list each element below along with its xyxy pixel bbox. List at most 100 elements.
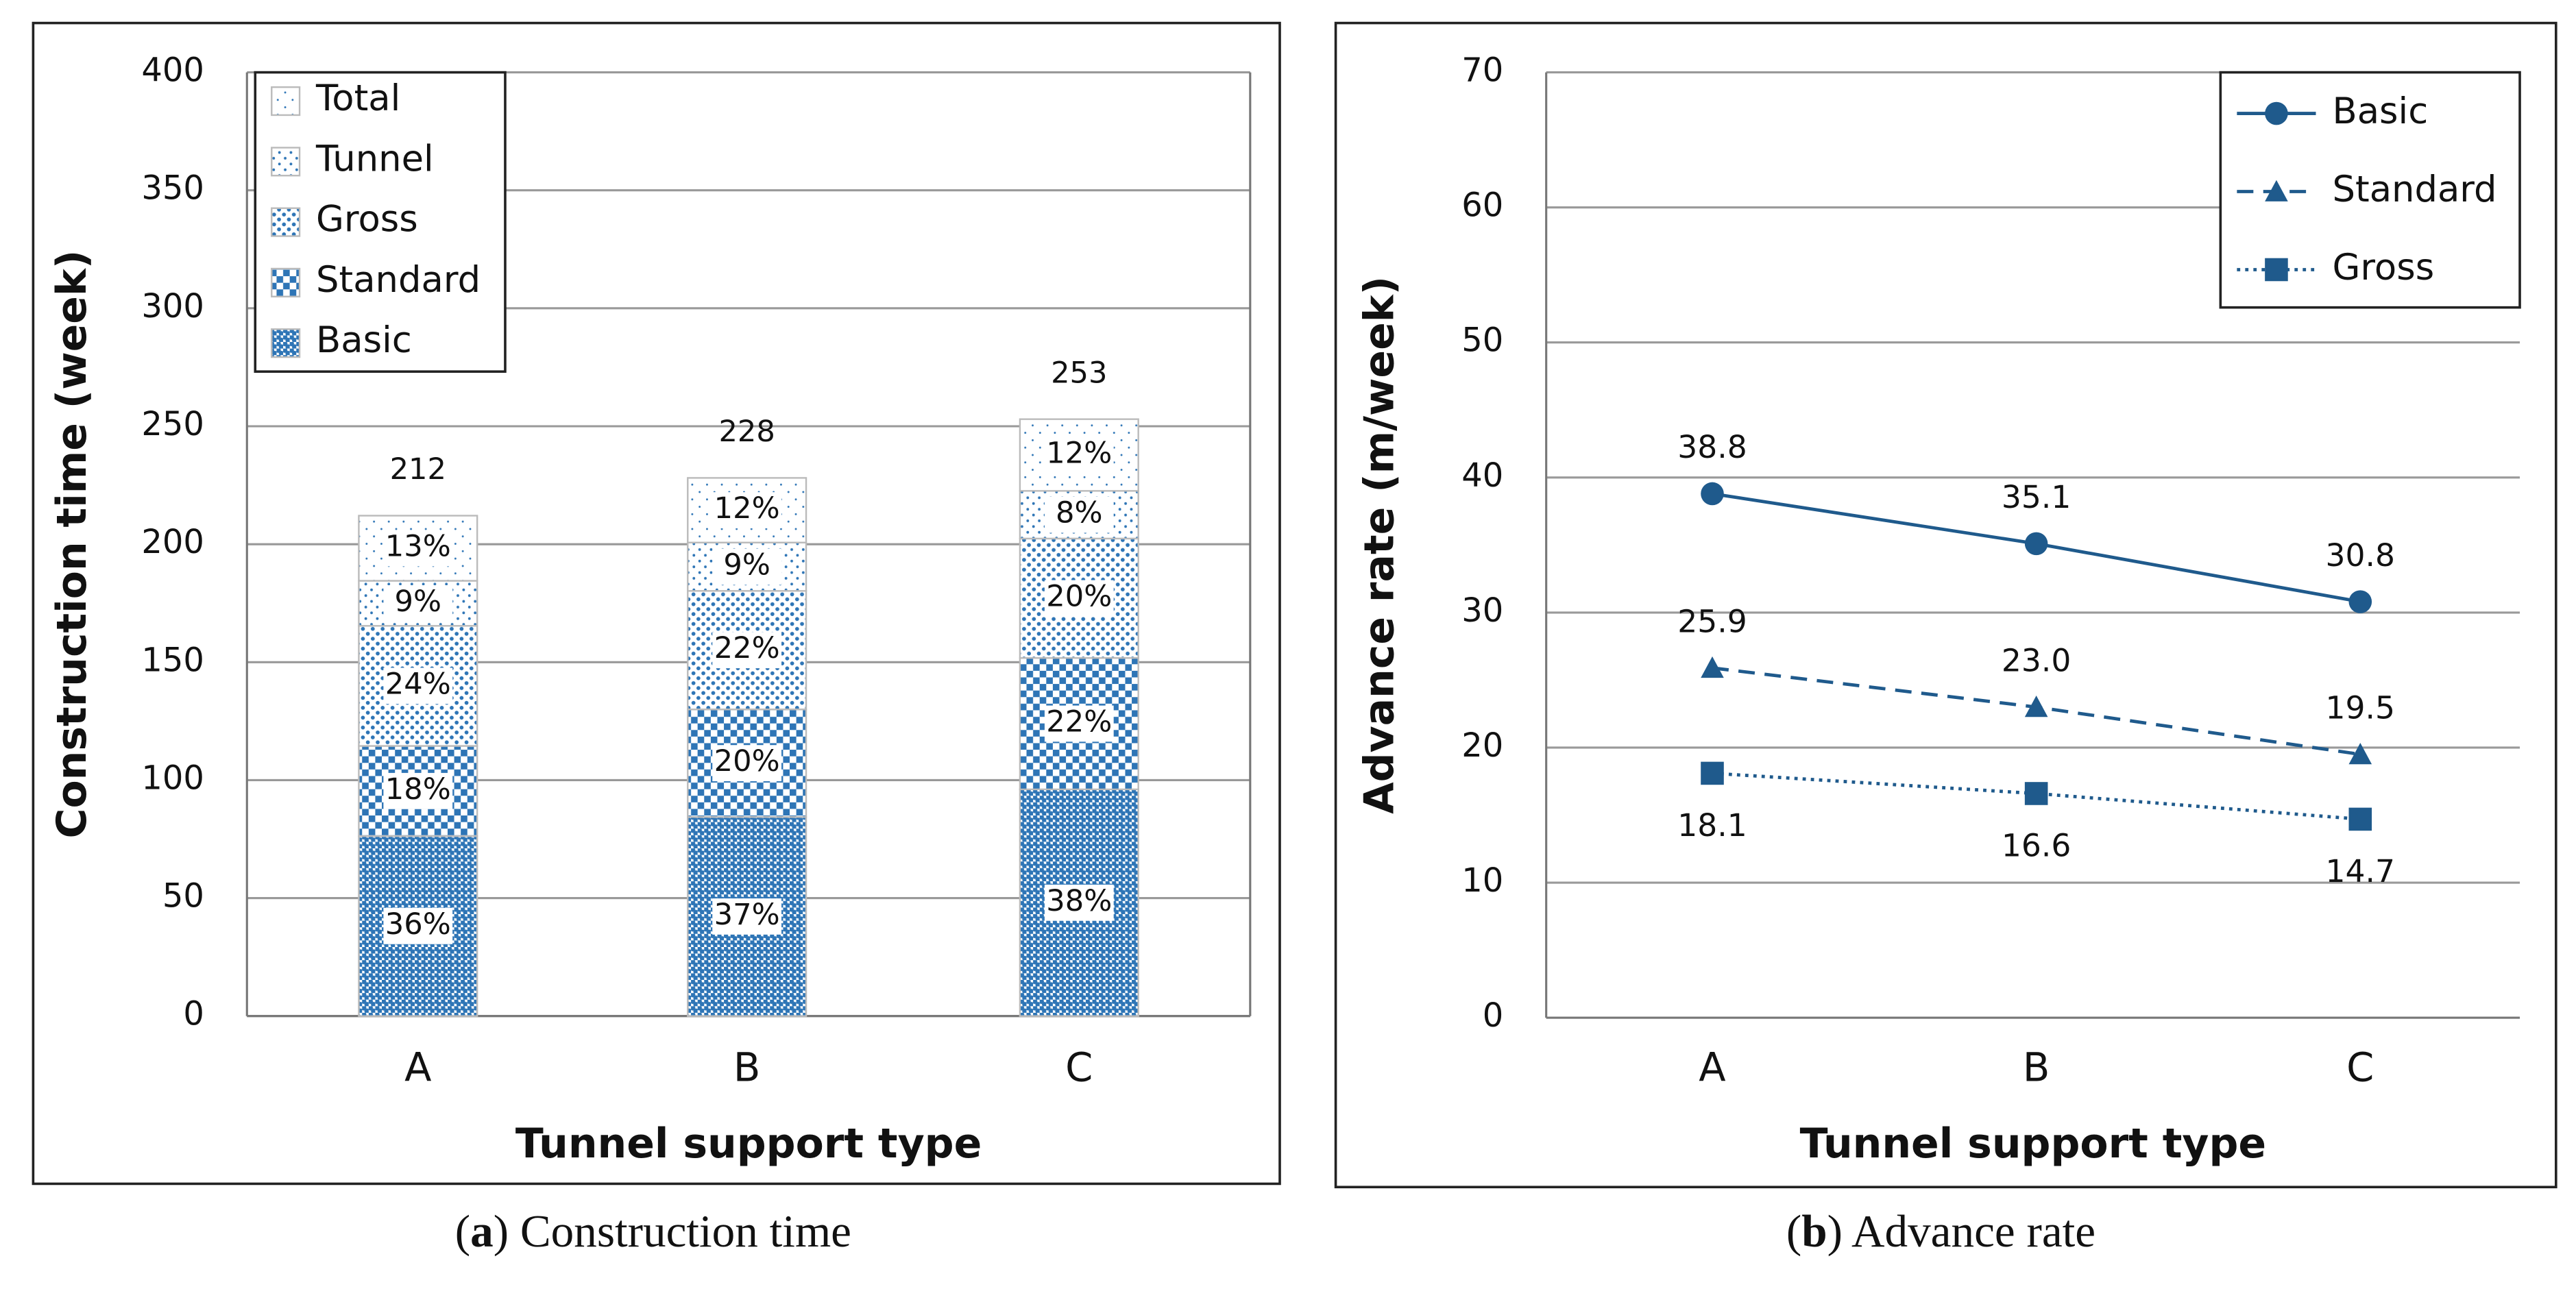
caption: (b) Advance rate — [1786, 1206, 2095, 1257]
legend-label: Standard — [316, 259, 481, 301]
data-label: 18.1 — [1677, 807, 1747, 844]
y-tick-label: 20 — [1461, 726, 1503, 765]
label-bg — [712, 632, 782, 669]
caption-part: b — [1801, 1206, 1827, 1257]
marker — [2348, 590, 2372, 613]
caption-part: ) Construction time — [494, 1206, 851, 1257]
caption-part: ( — [455, 1206, 470, 1257]
x-tick-label: C — [2346, 1045, 2374, 1091]
legend-label: Basic — [316, 319, 412, 361]
label-bg — [383, 772, 453, 809]
data-label: 20% — [714, 744, 780, 778]
label-bg — [1044, 580, 1114, 617]
data-label: 30.8 — [2326, 537, 2395, 574]
marker — [2024, 782, 2048, 805]
legend-swatch — [271, 267, 301, 298]
data-label: 12% — [714, 491, 780, 526]
y-tick-label: 60 — [1461, 186, 1503, 225]
y-tick-label: 70 — [1461, 51, 1503, 90]
data-label: 36% — [385, 907, 451, 942]
x-tick-label: B — [2023, 1045, 2050, 1091]
marker — [2348, 807, 2372, 831]
marker — [2348, 743, 2372, 765]
data-label: 12% — [1046, 437, 1112, 471]
y-tick-label: 50 — [162, 877, 204, 916]
y-tick-label: 50 — [1461, 321, 1503, 360]
y-axis-title: Construction time (week) — [48, 250, 96, 839]
data-label: 25.9 — [1677, 603, 1747, 639]
data-label: 38.8 — [1677, 429, 1747, 465]
y-axis-title: Advance rate (m/week) — [1355, 276, 1403, 814]
caption-part: ( — [1786, 1206, 1801, 1257]
data-label: 16.6 — [2002, 828, 2071, 864]
series-line — [1712, 772, 2361, 821]
total-label: 228 — [718, 415, 775, 449]
x-axis-title: Tunnel support type — [515, 1120, 982, 1168]
data-label: 35.1 — [2002, 479, 2071, 515]
label-bg — [1044, 705, 1114, 742]
legend-label: Tunnel — [315, 138, 434, 180]
marker — [1701, 482, 1724, 506]
y-tick-label: 30 — [1461, 591, 1503, 630]
label-bg — [712, 898, 782, 935]
label-bg — [1044, 437, 1114, 474]
x-tick-label: C — [1065, 1045, 1093, 1091]
marker — [1701, 761, 1724, 785]
y-tick-label: 40 — [1461, 456, 1503, 495]
total-label: 212 — [390, 452, 446, 487]
marker — [2265, 101, 2288, 125]
legend-label: Standard — [2333, 169, 2497, 210]
label-bg — [383, 530, 453, 567]
data-label: 13% — [385, 529, 451, 563]
total-label: 253 — [1051, 356, 1107, 390]
data-label: 22% — [1046, 704, 1112, 739]
y-tick-label: 150 — [141, 641, 204, 679]
marker — [2265, 180, 2288, 201]
marker — [2265, 258, 2288, 282]
legend-label: Basic — [2333, 90, 2429, 132]
label-bg — [712, 745, 782, 782]
panel-border — [32, 21, 1281, 1186]
y-tick-label: 250 — [141, 405, 204, 443]
data-label: 18% — [385, 772, 451, 807]
label-bg — [712, 492, 782, 528]
label-bg — [1044, 496, 1114, 533]
label-bg — [383, 585, 453, 622]
bar-segment — [687, 590, 807, 711]
label-bg — [383, 667, 453, 704]
caption-part: ) Advance rate — [1827, 1206, 2096, 1257]
y-tick-label: 200 — [141, 523, 204, 561]
data-label: 37% — [714, 898, 780, 932]
x-tick-label: A — [404, 1045, 431, 1091]
y-tick-label: 350 — [141, 169, 204, 208]
panel-border — [1334, 21, 2557, 1189]
y-tick-label: 300 — [141, 287, 204, 326]
y-tick-label: 0 — [183, 995, 204, 1033]
marker — [1701, 656, 1724, 678]
label-bg — [1044, 884, 1114, 921]
legend-swatch — [271, 207, 301, 237]
data-label: 20% — [1046, 579, 1112, 613]
data-label: 9% — [395, 585, 442, 619]
y-tick-label: 0 — [1483, 996, 1504, 1035]
legend-label: Total — [315, 77, 400, 119]
marker — [2024, 696, 2048, 717]
legend-swatch — [271, 328, 301, 358]
y-tick-label: 10 — [1461, 861, 1503, 900]
data-label: 14.7 — [2326, 853, 2395, 889]
data-label: 38% — [1046, 884, 1112, 918]
legend-swatch — [271, 86, 301, 116]
data-label: 9% — [723, 548, 770, 582]
data-label: 24% — [385, 667, 451, 701]
data-label: 23.0 — [2002, 643, 2071, 679]
y-tick-label: 100 — [141, 759, 204, 797]
x-tick-label: B — [733, 1045, 761, 1091]
label-bg — [383, 907, 453, 944]
data-label: 22% — [714, 631, 780, 665]
caption: (a) Construction time — [455, 1206, 851, 1257]
x-axis-title: Tunnel support type — [1800, 1120, 2266, 1168]
data-label: 19.5 — [2326, 690, 2395, 726]
caption-part: a — [470, 1206, 494, 1257]
